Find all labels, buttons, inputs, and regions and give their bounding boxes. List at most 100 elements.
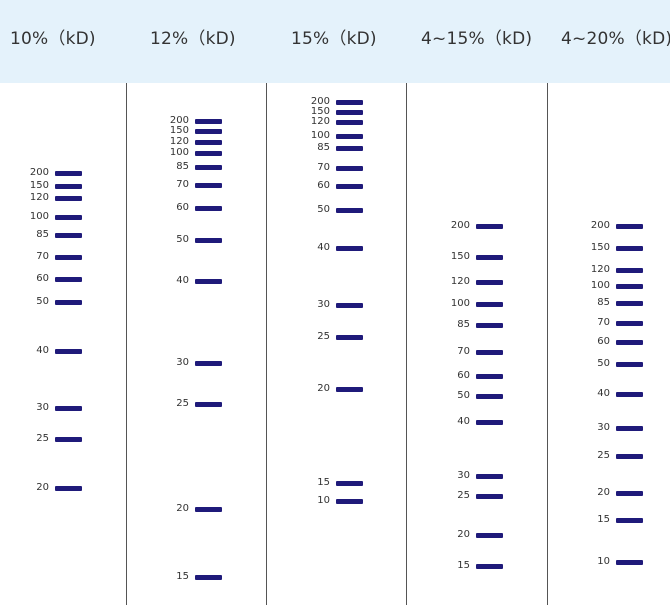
lane-divider bbox=[406, 83, 407, 605]
marker-mw-label: 20 bbox=[36, 481, 49, 493]
marker-mw-label: 100 bbox=[450, 298, 470, 310]
marker-band bbox=[476, 349, 503, 355]
marker-mw-label: 70 bbox=[317, 161, 330, 173]
marker-band bbox=[195, 278, 222, 284]
marker-mw-label: 50 bbox=[317, 203, 330, 215]
lane-divider bbox=[547, 83, 548, 605]
marker-band bbox=[476, 494, 503, 500]
marker-band bbox=[476, 224, 503, 229]
marker-mw-label: 150 bbox=[590, 241, 610, 253]
marker-band bbox=[55, 214, 82, 220]
marker-band bbox=[55, 195, 82, 201]
marker-mw-label: 150 bbox=[310, 105, 330, 117]
marker-mw-label: 100 bbox=[29, 210, 49, 222]
marker-band bbox=[195, 401, 222, 407]
marker-mw-label: 200 bbox=[169, 115, 189, 126]
marker-band bbox=[616, 224, 643, 229]
marker-band bbox=[476, 280, 503, 286]
marker-mw-label: 120 bbox=[450, 276, 470, 288]
marker-band bbox=[195, 119, 222, 124]
marker-band bbox=[55, 485, 82, 491]
marker-mw-label: 25 bbox=[317, 331, 330, 343]
marker-band bbox=[616, 392, 643, 397]
marker-mw-label: 100 bbox=[169, 146, 189, 158]
marker-mw-label: 120 bbox=[310, 115, 330, 127]
lane-title-4-20-percent: 4~20%（kD) bbox=[561, 29, 670, 49]
marker-band bbox=[195, 205, 222, 211]
lane-divider bbox=[266, 83, 267, 605]
marker-mw-label: 85 bbox=[317, 141, 330, 153]
marker-band bbox=[336, 335, 363, 341]
marker-mw-label: 40 bbox=[36, 345, 49, 357]
marker-band bbox=[55, 254, 82, 260]
marker-mw-label: 60 bbox=[597, 335, 610, 347]
marker-mw-label: 25 bbox=[176, 397, 189, 409]
marker-mw-label: 120 bbox=[590, 263, 610, 275]
marker-band bbox=[55, 405, 82, 411]
marker-mw-label: 120 bbox=[169, 135, 189, 147]
marker-band bbox=[476, 322, 503, 328]
marker-band bbox=[476, 394, 503, 399]
marker-band bbox=[336, 100, 363, 105]
marker-mw-label: 200 bbox=[29, 167, 49, 178]
marker-mw-label: 10 bbox=[597, 556, 610, 567]
marker-mw-label: 60 bbox=[317, 179, 330, 191]
marker-mw-label: 60 bbox=[36, 272, 49, 284]
marker-band bbox=[476, 302, 503, 308]
marker-mw-label: 70 bbox=[36, 250, 49, 262]
marker-band bbox=[195, 182, 222, 188]
marker-mw-label: 40 bbox=[317, 241, 330, 253]
lane-title-15-percent: 15%（kD) bbox=[291, 29, 377, 49]
header-bar bbox=[0, 0, 670, 83]
marker-mw-label: 25 bbox=[457, 490, 470, 502]
marker-band bbox=[616, 518, 643, 523]
marker-band bbox=[616, 321, 643, 327]
marker-band bbox=[616, 454, 643, 460]
marker-band bbox=[195, 150, 222, 156]
marker-band bbox=[336, 245, 363, 251]
marker-mw-label: 15 bbox=[597, 514, 610, 525]
marker-band bbox=[476, 533, 503, 539]
marker-mw-label: 100 bbox=[310, 129, 330, 141]
marker-mw-label: 70 bbox=[176, 178, 189, 190]
marker-mw-label: 15 bbox=[317, 477, 330, 489]
marker-band bbox=[616, 284, 643, 290]
marker-mw-label: 50 bbox=[457, 390, 470, 401]
marker-mw-label: 120 bbox=[29, 191, 49, 203]
marker-mw-label: 50 bbox=[176, 233, 189, 245]
marker-mw-label: 20 bbox=[597, 487, 610, 499]
marker-band bbox=[55, 300, 82, 306]
marker-mw-label: 30 bbox=[36, 401, 49, 413]
marker-mw-label: 30 bbox=[317, 299, 330, 311]
marker-mw-label: 50 bbox=[36, 296, 49, 308]
marker-band bbox=[336, 133, 363, 139]
marker-band bbox=[195, 506, 222, 512]
marker-band bbox=[195, 575, 222, 580]
marker-band bbox=[336, 387, 363, 393]
marker-band bbox=[616, 245, 643, 251]
marker-band bbox=[616, 267, 643, 273]
marker-mw-label: 40 bbox=[176, 274, 189, 286]
marker-mw-label: 50 bbox=[597, 357, 610, 369]
marker-mw-label: 15 bbox=[176, 571, 189, 582]
marker-band bbox=[195, 129, 222, 135]
marker-mw-label: 60 bbox=[457, 369, 470, 381]
marker-band bbox=[616, 339, 643, 345]
marker-mw-label: 100 bbox=[590, 280, 610, 292]
marker-band bbox=[336, 145, 363, 151]
marker-band bbox=[336, 109, 363, 115]
marker-mw-label: 10 bbox=[317, 495, 330, 506]
marker-mw-label: 40 bbox=[597, 388, 610, 399]
marker-band bbox=[336, 165, 363, 171]
marker-mw-label: 60 bbox=[176, 201, 189, 213]
marker-band bbox=[55, 171, 82, 176]
marker-mw-label: 200 bbox=[590, 220, 610, 231]
marker-band bbox=[336, 303, 363, 309]
marker-band bbox=[55, 276, 82, 282]
marker-band bbox=[476, 419, 503, 425]
marker-mw-label: 200 bbox=[310, 96, 330, 107]
lane-title-12-percent: 12%（kD) bbox=[150, 29, 236, 49]
marker-band bbox=[336, 207, 363, 213]
marker-mw-label: 200 bbox=[450, 220, 470, 231]
lane-title-4-15-percent: 4~15%（kD) bbox=[421, 29, 533, 49]
